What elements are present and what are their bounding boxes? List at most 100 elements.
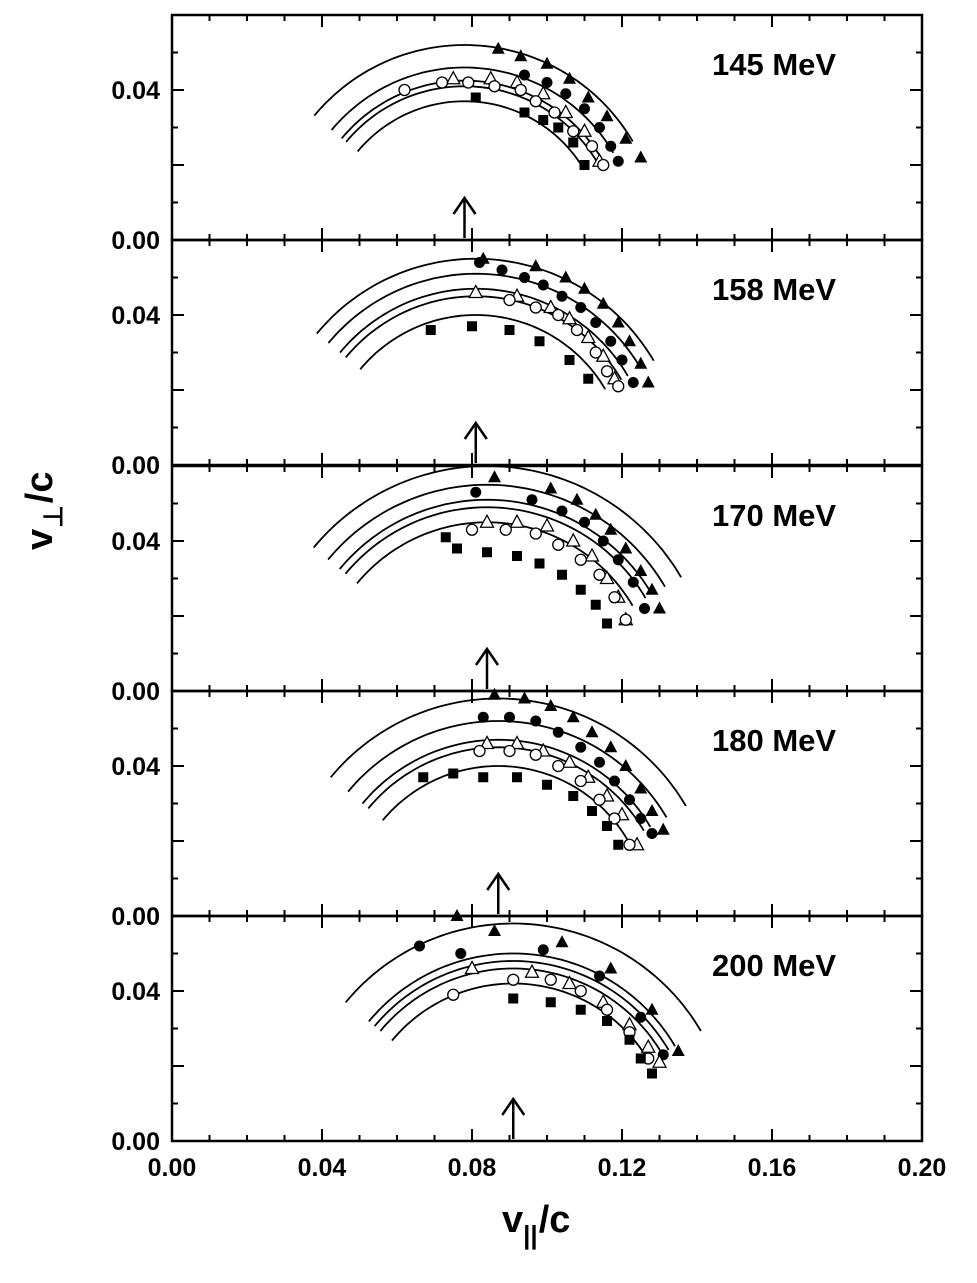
velocity-arc [313, 465, 682, 578]
marker-filled-triangle [518, 691, 531, 704]
marker-open-triangle [445, 70, 461, 85]
marker-filled-square [579, 160, 590, 170]
marker-filled-triangle [491, 41, 505, 54]
marker-open-triangle [561, 753, 578, 768]
marker-open-circle [462, 76, 475, 89]
marker-open-circle [574, 553, 587, 566]
beam-arrow-head [474, 646, 500, 666]
velocity-arc [345, 922, 702, 1032]
marker-filled-triangle [514, 49, 528, 62]
marker-open-triangle [561, 975, 578, 990]
marker-filled-square [613, 839, 624, 850]
marker-open-triangle [509, 513, 525, 528]
marker-open-circle [499, 523, 512, 536]
marker-open-circle [593, 568, 606, 581]
y-tick-label: 0.00 [111, 1128, 160, 1156]
y-axis-title-main: v [19, 529, 61, 550]
marker-open-circle [619, 613, 632, 626]
marker-filled-square [504, 325, 515, 335]
marker-filled-circle [455, 948, 467, 959]
marker-open-triangle [565, 532, 581, 547]
panel-2: 0.00 0.04 158 MeV [111, 238, 924, 480]
y-tick-label: 0.00 [111, 903, 160, 931]
beam-arrow-head [486, 871, 511, 891]
marker-filled-circle [530, 715, 542, 727]
marker-filled-triangle [634, 150, 648, 163]
marker-filled-square [590, 599, 601, 610]
marker-filled-square [624, 1034, 635, 1045]
marker-open-circle [465, 523, 479, 536]
marker-filled-triangle [634, 356, 648, 369]
panel-1: 0.00 0.04 145 MeV [111, 13, 924, 255]
marker-filled-circle [552, 726, 564, 738]
energy-label: 145 MeV [712, 47, 836, 82]
marker-filled-triangle [623, 334, 636, 347]
marker-filled-triangle [563, 71, 576, 84]
velocity-arc [368, 952, 676, 1047]
marker-filled-circle [541, 77, 553, 88]
marker-open-circle [600, 365, 614, 378]
marker-open-circle [507, 973, 520, 986]
velocity-arc [327, 272, 642, 369]
marker-open-circle [473, 744, 486, 758]
marker-filled-square [440, 532, 451, 543]
marker-filled-circle [594, 122, 605, 133]
marker-open-circle [488, 80, 501, 93]
beam-arrow-head [501, 1096, 526, 1116]
x-tick-label: 0.20 [898, 1154, 947, 1182]
x-axis-title: v||/c [502, 1199, 570, 1250]
marker-filled-circle [537, 944, 549, 956]
y-tick-label: 0.00 [111, 452, 160, 480]
marker-filled-circle [605, 335, 617, 347]
marker-filled-square [602, 821, 612, 831]
marker-filled-circle [474, 257, 485, 268]
marker-open-triangle [464, 960, 480, 975]
velocity-arc [330, 66, 615, 154]
marker-filled-triangle [581, 90, 595, 103]
marker-filled-triangle [544, 481, 558, 494]
marker-open-circle [447, 988, 460, 1001]
marker-open-triangle [580, 329, 596, 344]
marker-filled-square [583, 373, 594, 384]
marker-open-circle [435, 76, 449, 89]
marker-filled-circle [526, 494, 538, 506]
marker-open-triangle [640, 1038, 656, 1053]
marker-filled-triangle [619, 759, 633, 771]
marker-open-triangle [539, 517, 555, 532]
marker-filled-circle [616, 354, 628, 366]
marker-open-triangle [468, 284, 484, 299]
marker-open-triangle [524, 963, 540, 978]
marker-filled-circle [594, 970, 605, 982]
y-tick-label: 0.04 [111, 77, 160, 105]
marker-filled-square [545, 997, 556, 1008]
marker-filled-circle [519, 272, 530, 283]
energy-label: 170 MeV [712, 498, 836, 533]
velocity-arc [391, 982, 650, 1062]
marker-filled-circle [605, 140, 617, 152]
marker-filled-circle [414, 940, 425, 952]
marker-filled-triangle [604, 961, 618, 974]
marker-filled-triangle [488, 470, 501, 483]
marker-filled-square [448, 768, 459, 779]
marker-open-circle [597, 158, 610, 172]
marker-filled-triangle [600, 109, 614, 122]
marker-open-circle [398, 83, 411, 97]
marker-filled-circle [575, 302, 587, 313]
marker-filled-triangle [604, 740, 618, 753]
marker-filled-circle [597, 535, 609, 547]
marker-open-circle [589, 346, 602, 359]
velocity-arc [339, 287, 629, 377]
marker-filled-triangle [619, 541, 633, 554]
marker-filled-circle [504, 711, 515, 723]
velocity-arc [316, 257, 655, 362]
velocity-arc [345, 85, 598, 163]
marker-filled-circle [496, 264, 508, 276]
panel-4: 0.00 0.04 180 MeV [111, 687, 924, 931]
marker-filled-triangle [619, 131, 633, 144]
marker-filled-square [647, 1068, 657, 1079]
y-tick-label: 0.04 [111, 302, 160, 330]
marker-filled-circle [624, 794, 635, 806]
y-tick-label: 0.04 [111, 978, 160, 1006]
velocity-arc [379, 967, 663, 1055]
